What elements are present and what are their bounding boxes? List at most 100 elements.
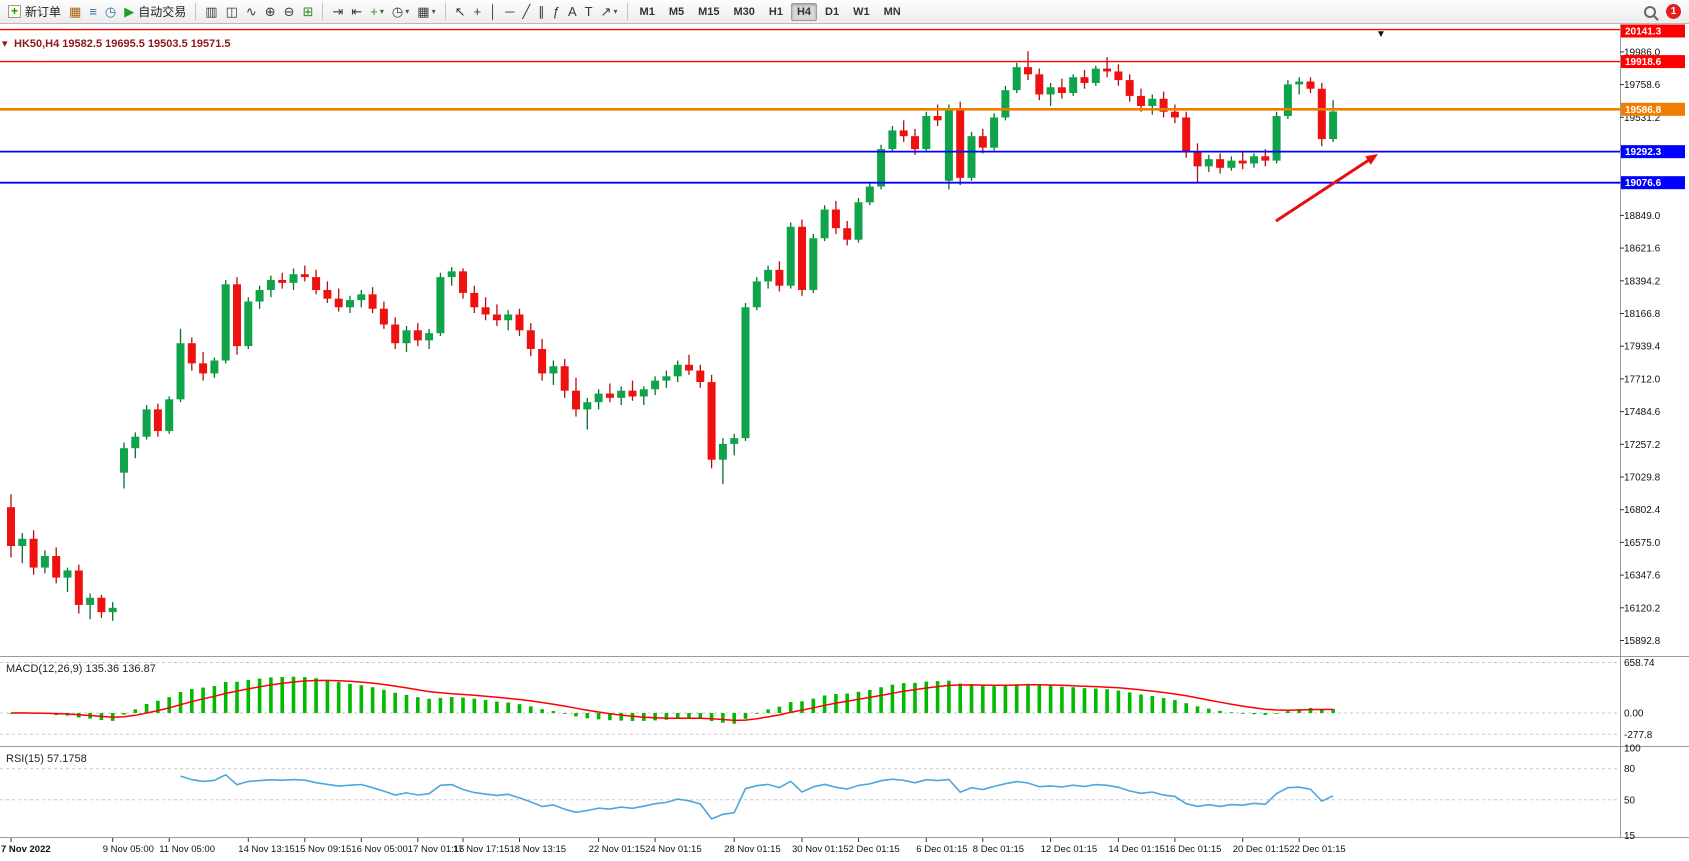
candle-body — [865, 186, 874, 203]
macd-bar — [1116, 690, 1121, 713]
macd-bar — [212, 686, 217, 713]
macd-bar — [766, 709, 770, 713]
auto-scroll-button[interactable]: ⇥ — [328, 1, 347, 23]
data-window-button[interactable]: ◷ — [101, 1, 120, 23]
candle-body — [7, 507, 15, 546]
candle-body — [956, 108, 965, 178]
timeframe-m30-button[interactable]: M30 — [733, 5, 755, 18]
macd-bar — [958, 683, 962, 713]
candle-body — [52, 556, 61, 578]
trendline-button[interactable]: ╱ — [518, 1, 534, 23]
candle-body — [990, 117, 999, 148]
candlestick-chart-button[interactable]: ◫ — [222, 1, 242, 23]
candle-body — [481, 307, 490, 315]
macd-bar — [1308, 707, 1313, 713]
price-label-text: 19076.6 — [1625, 178, 1662, 189]
macd-bar — [822, 695, 827, 713]
candle-body — [764, 269, 773, 282]
fibonacci-button[interactable]: ƒ — [549, 1, 564, 23]
tile-windows-button[interactable]: ⊞ — [299, 1, 318, 23]
time-tick-label: 22 Nov 01:15 — [589, 844, 646, 855]
chart-shift-icon: ⇤ — [351, 4, 363, 19]
macd-bar — [506, 702, 510, 713]
macd-bar — [811, 698, 816, 713]
candle-body — [1317, 88, 1326, 140]
timeframe-h4-button[interactable]: H4 — [790, 2, 818, 21]
timeframe-d1-button[interactable]: D1 — [825, 5, 840, 18]
macd-bar — [743, 713, 748, 719]
macd-bar — [1003, 685, 1008, 713]
chevron-down-icon: ▾ — [379, 7, 384, 16]
candle-body — [583, 402, 592, 410]
tile-windows-icon: ⊞ — [302, 4, 314, 19]
market-watch-icon: ≡ — [89, 4, 97, 19]
candle-body — [594, 393, 603, 403]
indicators-button[interactable]: + ▾ — [366, 1, 388, 23]
new-order-button[interactable]: 新订单 — [4, 1, 65, 23]
line-chart-button[interactable]: ∿ — [242, 1, 261, 23]
price-axis[interactable]: 19986.019758.619531.219303.819076.418849… — [1620, 47, 1661, 647]
notification-badge[interactable]: 1 — [1666, 4, 1681, 19]
price-tick-label: 17029.8 — [1624, 472, 1661, 483]
macd-bar — [540, 709, 544, 713]
timeframe-w1-button[interactable]: W1 — [853, 5, 870, 18]
arrows-button[interactable]: ↗ ▾ — [597, 1, 622, 23]
horizontal-line-objects[interactable]: 20141.3 19918.6 19586.8 19292.3 19076.6 — [0, 24, 1685, 190]
candle-body — [933, 116, 942, 121]
price-chart-svg[interactable]: 19986.019758.619531.219303.819076.418849… — [0, 24, 1689, 861]
timeframe-m15-button[interactable]: M15 — [698, 5, 720, 18]
rsi-line — [180, 773, 1334, 820]
channel-button[interactable]: ∥ — [534, 1, 549, 23]
horizontal-line-button[interactable]: ─ — [501, 1, 518, 23]
search-icon[interactable] — [1644, 5, 1656, 18]
price-tick-label: 19531.2 — [1624, 113, 1661, 124]
time-tick-label: 15 Nov 09:15 — [295, 844, 352, 855]
candle-body — [323, 290, 332, 299]
cursor-icon: ↖ — [454, 4, 466, 19]
periods-button[interactable]: ◷ ▾ — [388, 1, 413, 23]
chart-shift-marker-icon[interactable]: ▼ — [1376, 29, 1386, 40]
market-watch-button[interactable]: ≡ — [85, 1, 101, 23]
zoom-out-icon: ⊖ — [283, 4, 295, 19]
charts-window-button[interactable]: ▦ — [65, 1, 85, 23]
zoom-out-button[interactable]: ⊖ — [280, 1, 299, 23]
candlestick-chart-icon: ◫ — [225, 4, 238, 19]
candle-body — [888, 130, 897, 150]
vertical-line-button[interactable]: │ — [485, 1, 501, 23]
macd-bar — [483, 700, 488, 713]
macd-bar — [596, 713, 601, 720]
crosshair-button[interactable]: + — [469, 1, 485, 23]
horizontal-line-icon: ─ — [505, 4, 515, 19]
timeframe-m5-button[interactable]: M5 — [668, 5, 685, 18]
macd-bar — [280, 677, 284, 713]
price-tick-label: 18394.2 — [1624, 276, 1661, 287]
candle-body — [470, 292, 479, 308]
timeframe-mn-button[interactable]: MN — [883, 5, 901, 18]
price-tick-label: 18849.0 — [1624, 211, 1661, 222]
text-label-button[interactable]: T — [581, 1, 597, 23]
price-label-text: 19586.8 — [1625, 105, 1662, 116]
candle-body — [899, 130, 908, 137]
templates-button[interactable]: ▦ ▾ — [413, 1, 439, 23]
cursor-button[interactable]: ↖ — [451, 1, 470, 23]
zoom-in-button[interactable]: ⊕ — [261, 1, 280, 23]
text-button[interactable]: A — [564, 1, 581, 23]
macd-bar — [1286, 711, 1290, 713]
auto-trading-button[interactable]: ▶ 自动交易 — [120, 1, 190, 23]
bar-chart-button[interactable]: ▥ — [201, 1, 221, 23]
candle-body — [1227, 160, 1236, 168]
candle-body — [255, 290, 264, 302]
new-order-icon — [8, 5, 21, 18]
time-tick-label: 16 Nov 05:00 — [351, 844, 408, 855]
candle-body — [798, 226, 806, 291]
trend-arrow[interactable] — [1275, 154, 1378, 223]
candle-body — [210, 360, 219, 374]
chevron-down-icon: ▾ — [405, 7, 410, 16]
timeframe-m1-button[interactable]: M1 — [639, 5, 655, 18]
time-axis[interactable]: 7 Nov 2022 9 Nov 05:00 11 Nov 05:00 14 Nov … — [1, 838, 1346, 855]
timeframe-h1-button[interactable]: H1 — [768, 5, 783, 18]
chart-shift-button[interactable]: ⇤ — [347, 1, 366, 23]
chevron-down-icon: ▾ — [431, 7, 436, 16]
macd-bar — [1037, 684, 1042, 713]
time-tick-label: 22 Dec 01:15 — [1289, 844, 1346, 855]
